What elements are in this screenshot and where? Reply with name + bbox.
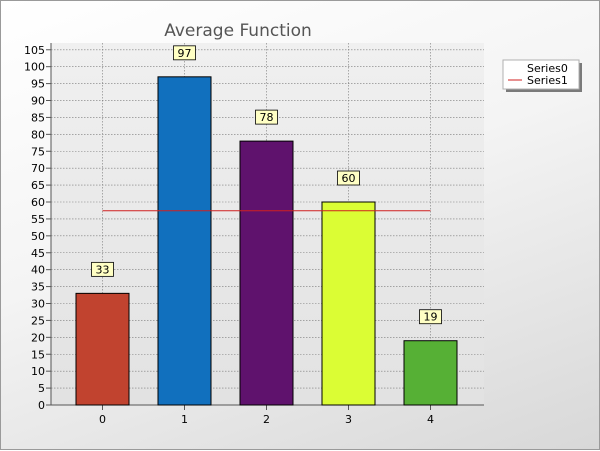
- bar: [321, 201, 376, 406]
- y-tick-label: 90: [31, 95, 45, 108]
- data-label-box: [91, 261, 114, 277]
- y-tick-label: 50: [31, 230, 45, 243]
- y-tick-label: 80: [31, 128, 45, 141]
- y-tick-label: 55: [31, 213, 45, 226]
- y-tick-label: 10: [31, 365, 45, 378]
- y-tick-label: 95: [31, 78, 45, 91]
- data-label: 33: [96, 263, 110, 276]
- y-tick-label: 45: [31, 247, 45, 260]
- legend-label-series1: Series1: [527, 74, 568, 87]
- x-tick-label: 4: [427, 413, 434, 426]
- bar: [403, 340, 458, 406]
- bar: [157, 76, 212, 406]
- y-tick-label: 5: [38, 382, 45, 395]
- legend-box: [502, 59, 580, 90]
- y-tick-label: 85: [31, 111, 45, 124]
- y-tick-label: 70: [31, 162, 45, 175]
- x-tick-label: 3: [345, 413, 352, 426]
- x-tick-label: 2: [263, 413, 270, 426]
- y-tick-label: 20: [31, 331, 45, 344]
- data-label-box: [255, 109, 278, 125]
- data-label-box: [419, 309, 442, 325]
- y-tick-label: 60: [31, 196, 45, 209]
- bar: [75, 292, 130, 406]
- y-tick-label: 75: [31, 145, 45, 158]
- data-label-box: [337, 170, 360, 186]
- chart-title: Average Function: [164, 21, 312, 41]
- y-tick-label: 35: [31, 281, 45, 294]
- y-tick-label: 15: [31, 348, 45, 361]
- legend: Series0 Series1: [502, 59, 582, 92]
- data-label: 78: [260, 111, 274, 124]
- y-tick-label: 65: [31, 179, 45, 192]
- data-label-box: [173, 45, 196, 61]
- y-tick-label: 105: [24, 44, 45, 57]
- bar: [239, 140, 294, 406]
- x-tick-label: 0: [99, 413, 106, 426]
- y-tick-label: 0: [38, 399, 45, 412]
- data-label: 19: [424, 311, 438, 324]
- data-labels: 33 97 78 60 19: [91, 45, 442, 325]
- y-tick-label: 25: [31, 314, 45, 327]
- legend-label-series0: Series0: [527, 62, 568, 75]
- data-label: 97: [178, 47, 192, 60]
- y-tick-label: 30: [31, 298, 45, 311]
- x-tick-label: 1: [181, 413, 188, 426]
- y-tick-label: 100: [24, 61, 45, 74]
- data-label: 60: [342, 172, 356, 185]
- bars: [75, 76, 458, 406]
- y-tick-label: 40: [31, 264, 45, 277]
